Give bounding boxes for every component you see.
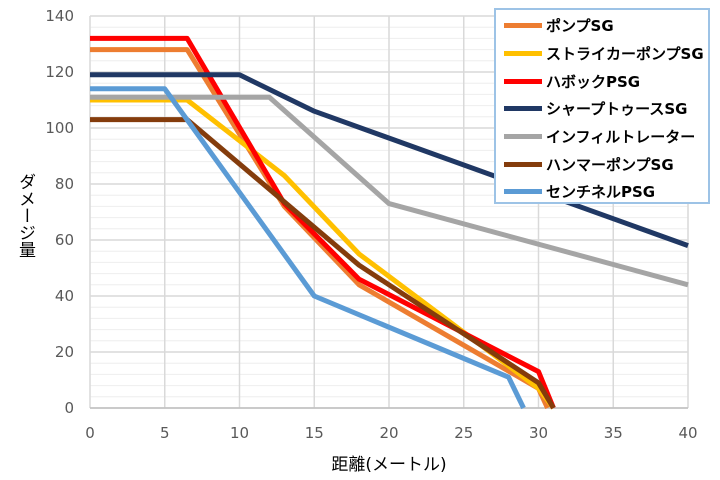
x-tick-label: 30: [529, 424, 548, 442]
legend-swatch: [504, 134, 542, 140]
legend-swatch: [504, 161, 542, 167]
y-axis-label: ダメージ量: [15, 172, 35, 258]
series-line: [90, 35, 556, 409]
y-tick-label: 80: [55, 175, 74, 193]
legend-label: シャープトゥースSG: [546, 100, 688, 119]
x-axis-label: 距離(メートル): [331, 455, 446, 475]
legend-label: インフィルトレーター: [546, 128, 696, 147]
legend-swatch: [504, 189, 542, 195]
legend-swatch: [504, 78, 542, 84]
y-tick-label: 20: [55, 343, 74, 361]
legend: ポンプSG ストライカーポンプSG ハボックPSG シャープトゥースSG インフィルトレ…: [494, 8, 710, 204]
legend-item: センチネルPSG: [504, 178, 708, 206]
x-tick-label: 40: [678, 424, 697, 442]
legend-item: インフィルトレーター: [504, 123, 708, 151]
x-tick-label: 10: [230, 424, 249, 442]
y-tick-label: 40: [55, 287, 74, 305]
legend-item: ハボックPSG: [504, 67, 708, 95]
legend-label: ストライカーポンプSG: [546, 45, 704, 64]
series-line: [90, 94, 689, 288]
legend-swatch: [504, 106, 542, 112]
y-tick-label: 60: [55, 231, 74, 249]
x-tick-label: 25: [454, 424, 473, 442]
y-tick-label: 0: [64, 399, 74, 417]
series-line: [90, 117, 556, 410]
x-tick-label: 35: [604, 424, 623, 442]
y-tick-label: 140: [45, 7, 74, 25]
legend-label: ポンプSG: [546, 17, 614, 36]
x-tick-label: 15: [305, 424, 324, 442]
y-tick-label: 120: [45, 63, 74, 81]
legend-item: ハンマーポンプSG: [504, 150, 708, 178]
series-line: [90, 86, 526, 410]
y-tick-label: 100: [45, 119, 74, 137]
legend-label: センチネルPSG: [546, 183, 656, 202]
legend-swatch: [504, 23, 542, 29]
legend-label: ハンマーポンプSG: [546, 155, 674, 174]
x-tick-label: 0: [85, 424, 95, 442]
legend-swatch: [504, 51, 542, 57]
legend-item: ポンプSG: [504, 12, 708, 40]
legend-label: ハボックPSG: [546, 72, 641, 91]
legend-item: ストライカーポンプSG: [504, 40, 708, 68]
x-tick-label: 20: [379, 424, 398, 442]
x-tick-label: 5: [160, 424, 170, 442]
legend-item: シャープトゥースSG: [504, 95, 708, 123]
